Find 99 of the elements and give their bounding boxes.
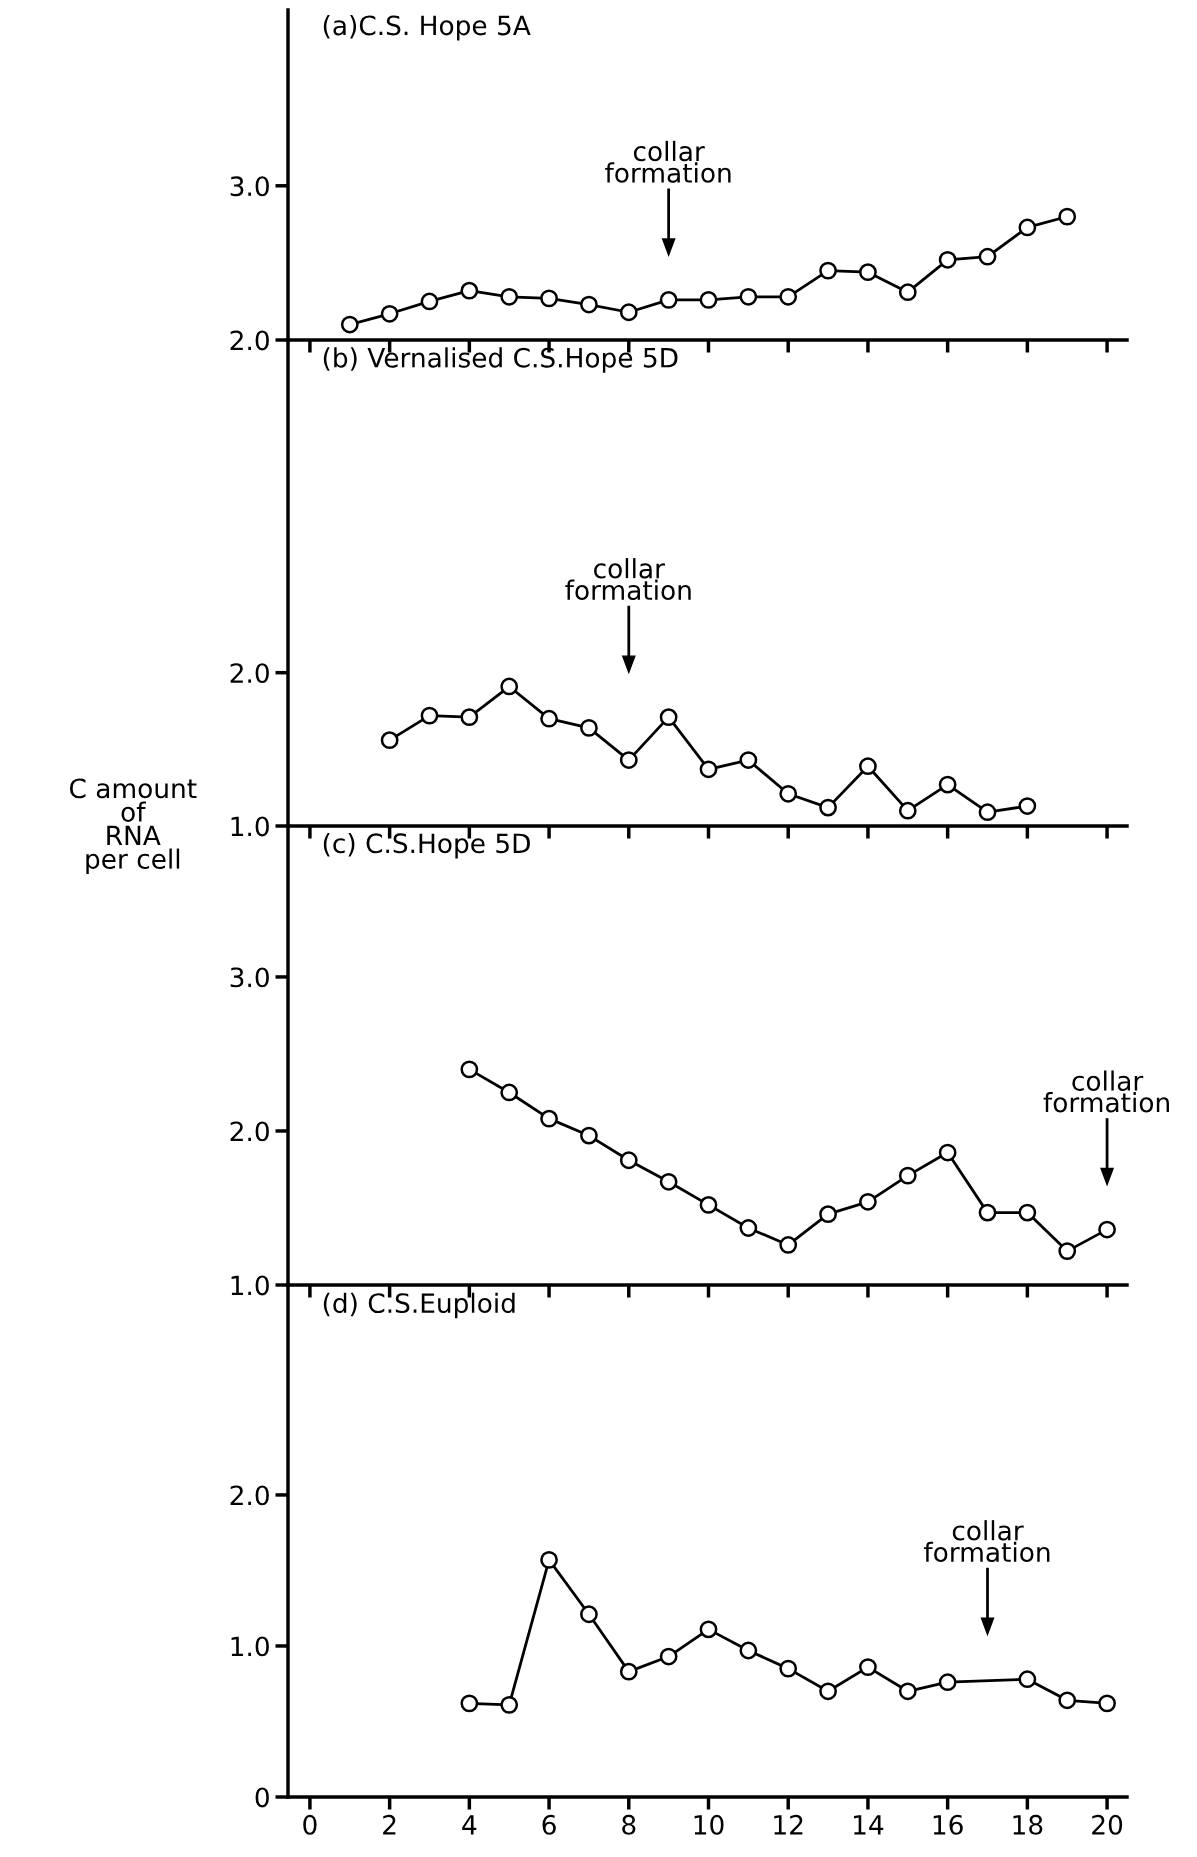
point [699,1196,718,1214]
point [938,250,957,269]
point [898,801,917,820]
point [1058,207,1077,226]
point [779,1236,798,1254]
point [460,1060,479,1079]
x-tick-label: 12 [774,1814,803,1835]
point [500,1695,519,1714]
point [1018,1203,1037,1222]
point [898,1166,917,1185]
point [500,287,519,306]
y-tick-label: 3.0 [230,967,269,988]
chart-title: (c) C.S.Hope 5D [323,832,530,859]
point [978,247,997,266]
y-tick-label: 2.0 [230,330,269,351]
ref-line-label: collar formation [923,1520,1050,1563]
chart-title: (d) C.S.Euploid [323,1292,515,1319]
chart-title: (a)C.S. Hope 5A [323,14,531,41]
x-tick-label: 14 [854,1815,884,1835]
x-tick-label: 8 [622,1814,636,1835]
point [859,1192,877,1211]
point [460,281,479,300]
y-tick-label: 1.0 [231,1275,269,1296]
point [540,709,558,728]
point [540,1109,558,1128]
point [699,760,718,779]
point [420,706,439,725]
point [540,1550,558,1569]
point [540,289,558,308]
ref-line-label: collar formation [605,140,731,183]
y-tick-label: 1.0 [231,1636,269,1657]
point [659,1647,678,1666]
point [779,287,798,306]
point [619,1662,638,1681]
y-tick-label: 1.0 [231,816,269,837]
point [580,1126,598,1145]
x-tick-label: 10 [694,1814,724,1835]
point [978,803,997,822]
point [500,677,519,696]
y-axis-title: C amount of RNA per cell [69,778,197,875]
ref-line-label: collar formation [1043,1070,1169,1113]
x-tick-label: 2 [383,1814,396,1835]
point [659,291,678,309]
point [739,751,758,769]
point [1098,1220,1116,1239]
point [859,263,877,282]
point [580,295,598,314]
point [819,798,837,817]
y-tick-label: 2.0 [230,663,269,684]
x-tick-label: 20 [1092,1814,1123,1835]
point [380,731,399,750]
point [938,775,957,794]
point [739,1219,758,1237]
y-tick-label: 0 [255,1787,269,1808]
point [1018,797,1037,815]
point [460,708,479,727]
ref-line-label: collar formation [565,558,691,601]
point [699,291,718,309]
point [1058,1691,1077,1710]
point [859,1658,877,1676]
point [580,1605,598,1624]
point [460,1694,479,1713]
y-tick-label: 2.0 [230,1485,269,1506]
point [580,718,598,737]
point [819,261,837,280]
point [619,303,638,322]
point [699,1620,718,1639]
point [1018,218,1037,237]
x-tick-label: 18 [1013,1814,1043,1835]
point [938,1673,957,1692]
y-tick-label: 3.0 [230,176,269,197]
point [859,757,877,776]
point [619,751,638,769]
point [739,287,758,306]
point [659,708,678,727]
point [779,1659,798,1678]
x-tick-label: 16 [933,1814,963,1835]
point [779,784,798,803]
point [819,1205,837,1224]
point [819,1682,837,1701]
point [380,304,399,323]
x-tick-label: 4 [462,1815,477,1835]
point [1058,1242,1077,1260]
point [739,1641,758,1660]
point [978,1203,997,1222]
point [619,1151,638,1170]
point [659,1172,678,1191]
point [898,1682,917,1701]
point [898,283,917,302]
point [938,1143,957,1162]
point [1018,1670,1037,1689]
point [340,315,359,334]
point [420,292,439,311]
point [500,1083,519,1102]
x-tick-label: 0 [303,1814,317,1835]
chart-title: (b) Vernalised C.S.Hope 5D [323,347,678,373]
x-tick-label: 6 [542,1814,556,1835]
y-tick-label: 2.0 [230,1121,269,1142]
point [1098,1694,1116,1713]
